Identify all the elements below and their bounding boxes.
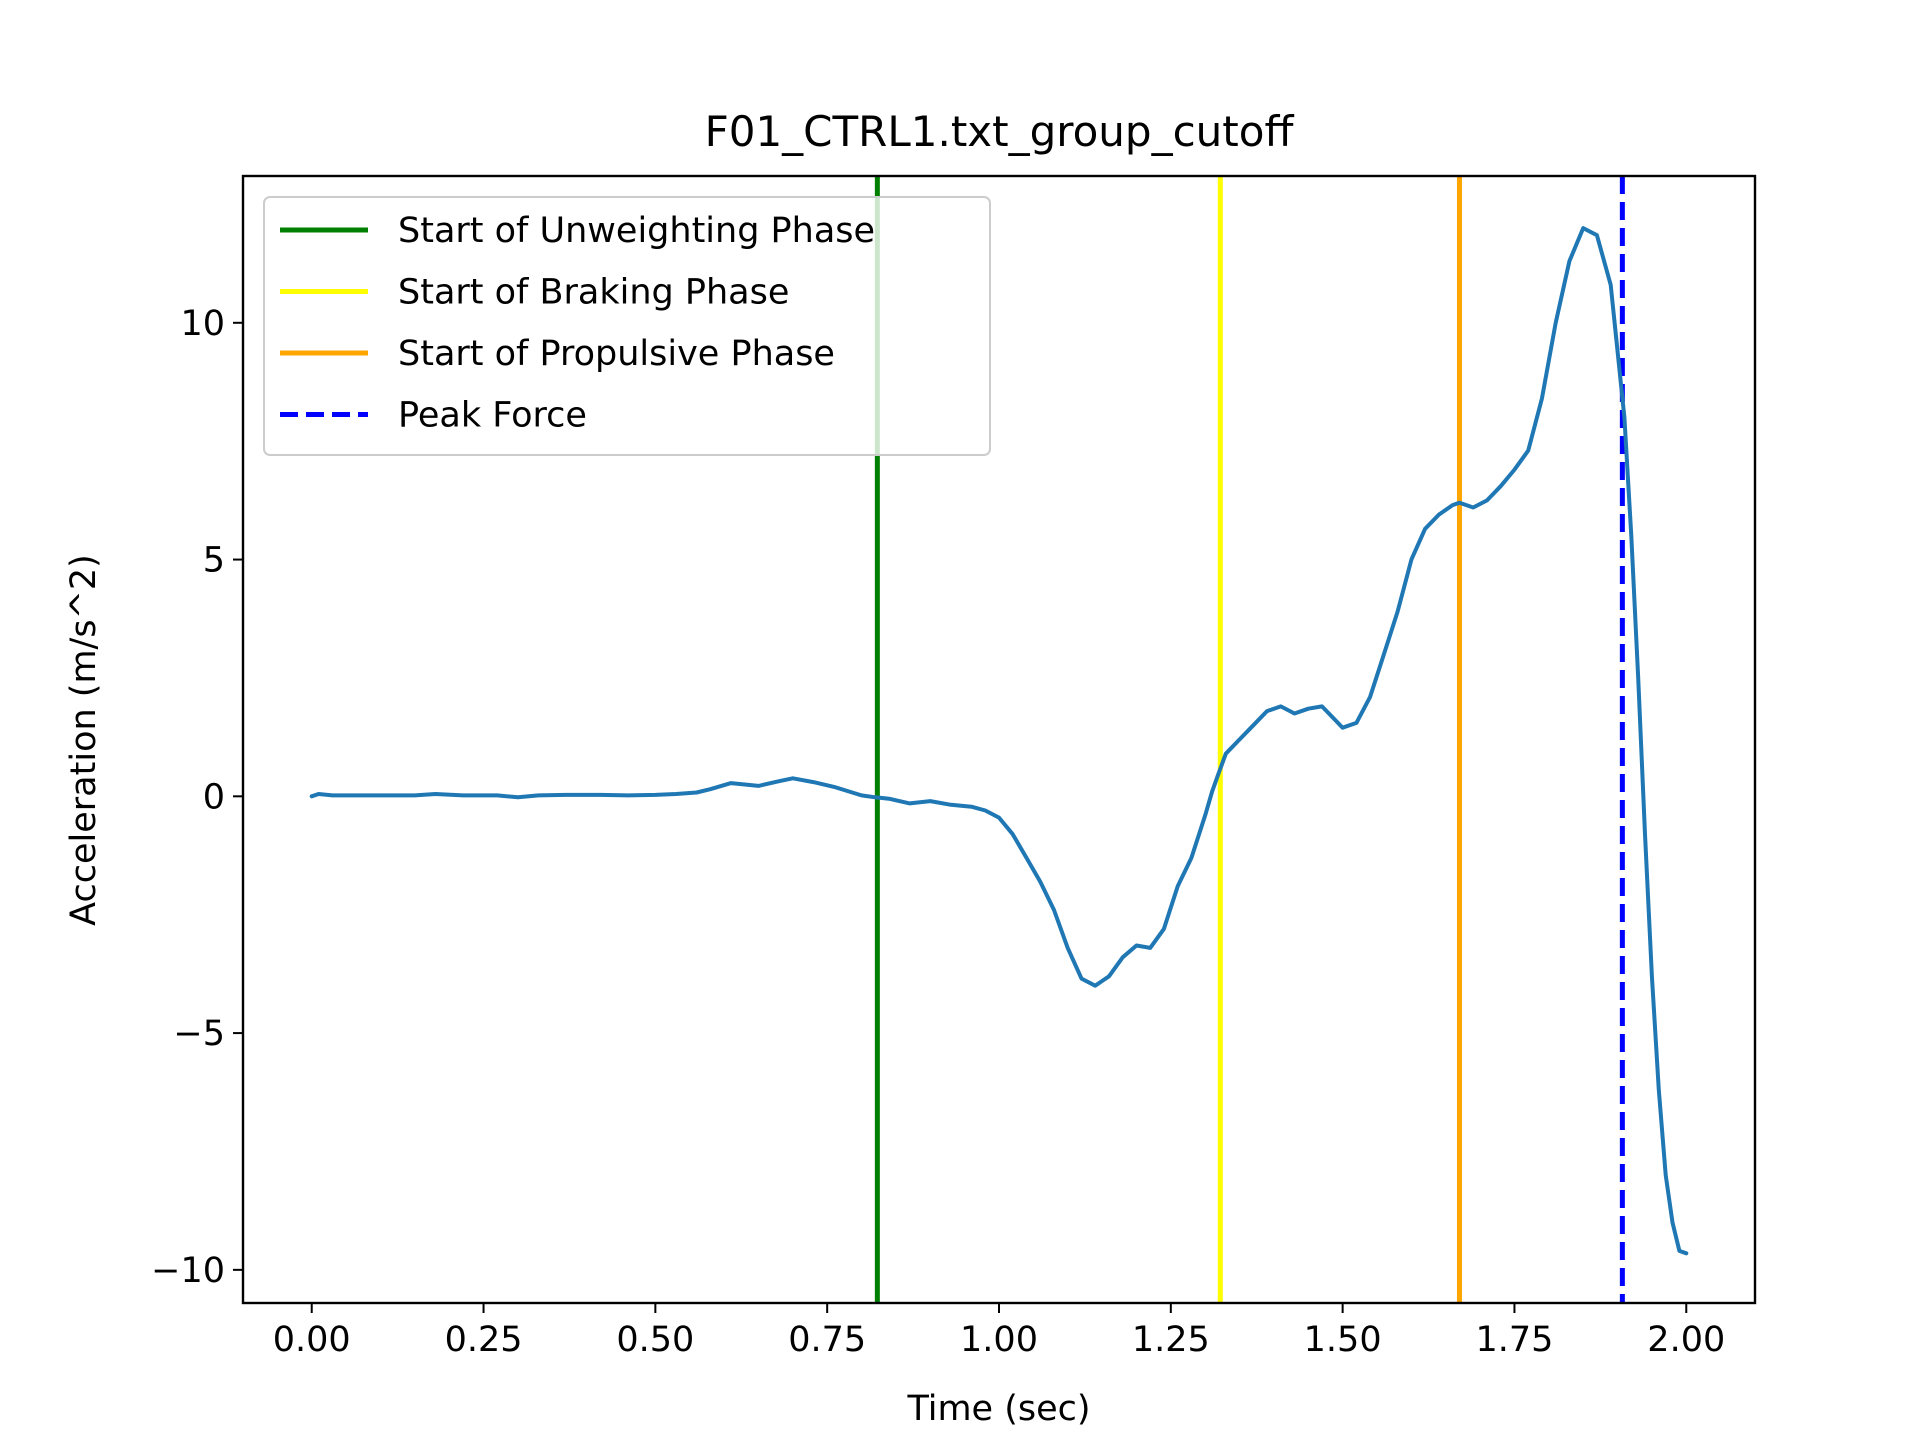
legend-label-4: Peak Force bbox=[398, 396, 587, 436]
x-tick-label: 0.75 bbox=[788, 1320, 866, 1360]
x-tick-label: 1.00 bbox=[960, 1320, 1038, 1360]
legend-label-2: Start of Braking Phase bbox=[398, 273, 789, 313]
x-axis: 0.00 0.25 0.50 0.75 1.00 1.25 1.50 1.75 2.00 bbox=[273, 1303, 1725, 1360]
x-axis-label: Time (sec) bbox=[906, 1389, 1090, 1429]
y-tick-label: −5 bbox=[173, 1014, 225, 1054]
x-tick-label: 0.50 bbox=[616, 1320, 694, 1360]
legend-label-1: Start of Unweighting Phase bbox=[398, 211, 875, 251]
x-tick-label: 1.50 bbox=[1304, 1320, 1382, 1360]
x-tick-label: 0.00 bbox=[273, 1320, 351, 1360]
x-tick-label: 1.75 bbox=[1475, 1320, 1553, 1360]
chart-title: F01_CTRL1.txt_group_cutoff bbox=[705, 107, 1295, 156]
y-axis: −10 −5 0 5 10 bbox=[151, 304, 243, 1291]
x-tick-label: 0.25 bbox=[445, 1320, 523, 1360]
x-tick-label: 1.25 bbox=[1132, 1320, 1210, 1360]
y-tick-label: 5 bbox=[203, 541, 225, 581]
legend-box bbox=[263, 196, 991, 456]
x-tick-label: 2.00 bbox=[1647, 1320, 1725, 1360]
series-line-1 bbox=[309, 226, 1689, 1256]
legend-label-3: Start of Propulsive Phase bbox=[398, 334, 835, 374]
y-tick-label: 0 bbox=[203, 777, 225, 817]
y-axis-label: Acceleration (m/s^2) bbox=[64, 554, 104, 926]
y-tick-label: 10 bbox=[180, 304, 225, 344]
y-tick-label: −10 bbox=[151, 1251, 225, 1291]
legend: Start of Unweighting Phase Start of Braki… bbox=[263, 196, 991, 456]
